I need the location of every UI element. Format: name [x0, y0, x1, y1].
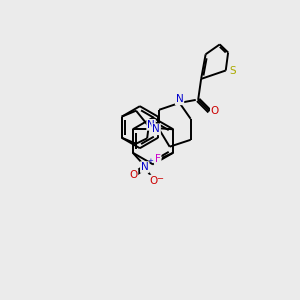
Text: F: F [155, 154, 161, 164]
Text: O: O [129, 169, 137, 180]
Text: +: + [147, 158, 153, 164]
Text: O: O [149, 176, 157, 186]
Text: N: N [152, 124, 160, 134]
Text: O: O [211, 106, 219, 116]
Text: N: N [176, 94, 183, 104]
Text: S: S [229, 65, 236, 76]
Text: −: − [156, 175, 163, 184]
Text: N: N [141, 162, 148, 172]
Text: N: N [147, 120, 155, 130]
